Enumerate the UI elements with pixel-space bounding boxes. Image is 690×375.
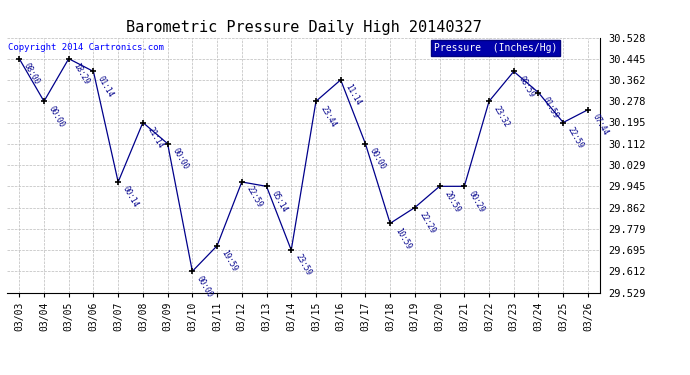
Text: 23:59: 23:59: [294, 253, 313, 278]
Text: 22:29: 22:29: [417, 210, 437, 235]
Text: 00:00: 00:00: [368, 147, 388, 171]
Text: 05:14: 05:14: [269, 189, 288, 214]
Title: Barometric Pressure Daily High 20140327: Barometric Pressure Daily High 20140327: [126, 20, 482, 35]
Text: 22:59: 22:59: [566, 125, 585, 150]
Text: 08:59: 08:59: [517, 74, 536, 99]
Text: 00:14: 00:14: [121, 185, 140, 209]
Text: 00:29: 00:29: [467, 189, 486, 214]
Text: 08:00: 08:00: [22, 62, 41, 86]
Text: 00:00: 00:00: [47, 104, 66, 129]
Text: Pressure  (Inches/Hg): Pressure (Inches/Hg): [434, 43, 558, 52]
Text: 22:59: 22:59: [244, 185, 264, 209]
Text: 07:44: 07:44: [591, 112, 610, 137]
Text: 01:59: 01:59: [541, 95, 560, 120]
Text: 21:14: 21:14: [146, 125, 165, 150]
Text: 20:59: 20:59: [442, 189, 462, 214]
Text: 18:29: 18:29: [72, 62, 91, 86]
Text: 19:59: 19:59: [220, 249, 239, 273]
Text: 00:00: 00:00: [195, 274, 215, 298]
Text: 01:14: 01:14: [96, 74, 115, 99]
Text: 23:32: 23:32: [492, 104, 511, 129]
Text: 00:00: 00:00: [170, 147, 190, 171]
Text: Copyright 2014 Cartronics.com: Copyright 2014 Cartronics.com: [8, 43, 164, 52]
Text: 10:59: 10:59: [393, 226, 412, 251]
Text: 11:14: 11:14: [344, 82, 363, 107]
Text: 23:44: 23:44: [319, 104, 338, 129]
